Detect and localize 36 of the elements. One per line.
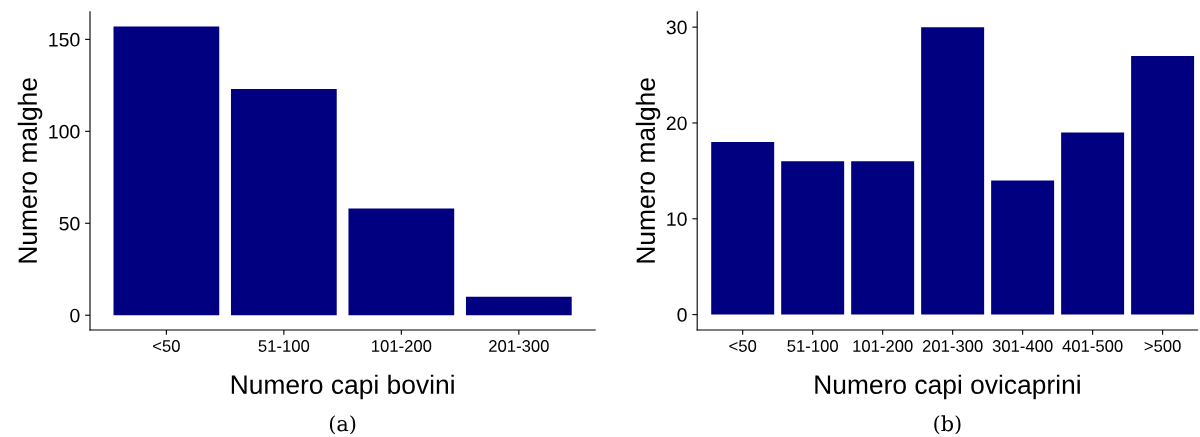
- x-tick-label: 201-300: [922, 340, 983, 352]
- bar: [851, 161, 915, 315]
- text: (b): [934, 415, 961, 435]
- y-tick-label: 30: [666, 20, 687, 35]
- y-tick-label: 20: [666, 116, 687, 131]
- x-axis-title: Numero capi bovini: [231, 374, 454, 400]
- y-tick-label: 0: [70, 308, 80, 323]
- bar: [230, 89, 337, 316]
- bar: [1061, 132, 1125, 315]
- y-tick-label: 10: [667, 212, 687, 227]
- y-axis-title: Numero malghe: [17, 78, 43, 263]
- bar: [348, 208, 455, 316]
- y-tick-label: 50: [59, 216, 80, 231]
- x-tick-label: <50: [729, 340, 757, 352]
- y-tick-label: 100: [49, 124, 80, 139]
- x-tick-label: 201-300: [489, 340, 549, 352]
- x-tick-label: 101-200: [372, 340, 432, 352]
- bar: [991, 180, 1055, 315]
- text: (a): [329, 415, 356, 435]
- bar: [711, 142, 775, 315]
- x-tick-label: >500: [1144, 340, 1181, 352]
- x-tick-label: <50: [153, 340, 180, 352]
- y-tick-label: 0: [677, 308, 687, 322]
- bar: [781, 161, 845, 315]
- x-tick-label: 51-100: [787, 340, 838, 352]
- x-tick-label: 401-500: [1062, 340, 1123, 352]
- x-tick-label: 51-100: [258, 340, 310, 352]
- y-axis-title: Numero malghe: [635, 78, 661, 263]
- bar: [113, 26, 220, 316]
- x-tick-label: 101-200: [853, 340, 913, 352]
- bar: [1131, 55, 1195, 315]
- bar: [921, 27, 985, 315]
- x-tick-label: 301-400: [992, 340, 1053, 352]
- x-axis-title: Numero capi ovicaprini: [815, 374, 1080, 400]
- y-tick-label: 150: [49, 32, 80, 47]
- bar: [465, 296, 572, 316]
